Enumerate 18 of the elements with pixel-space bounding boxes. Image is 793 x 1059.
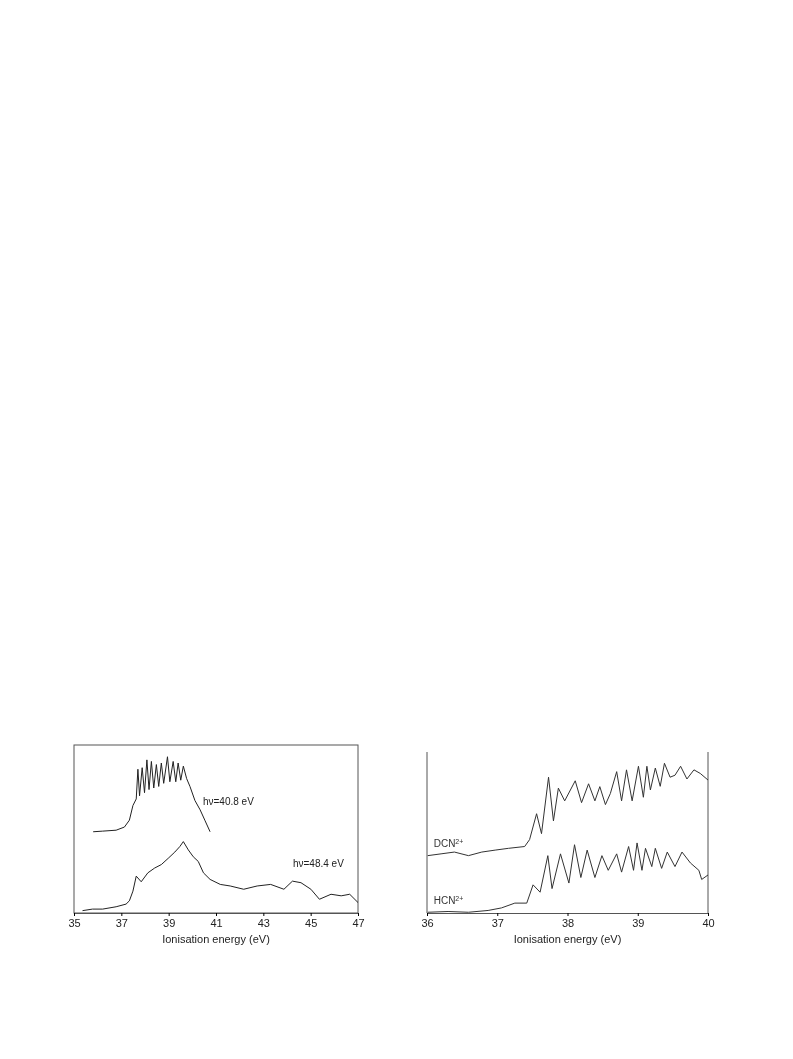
x-axis-title: Ionisation energy (eV): [513, 933, 622, 945]
x-tick-label: 40: [702, 916, 715, 929]
x-axis-title: Ionisation energy (eV): [162, 933, 270, 945]
x-tick-label: 43: [257, 916, 270, 929]
series-label: hν=48.4 eV: [292, 857, 345, 869]
x-tick-label: 37: [115, 916, 128, 929]
x-tick-label: 45: [305, 916, 318, 929]
x-tick-label: 39: [163, 916, 176, 929]
x-tick-label: 37: [491, 916, 504, 929]
x-tick-label: 38: [561, 916, 575, 929]
x-tick-label: 41: [210, 916, 223, 929]
series-label: hν=40.8 eV: [202, 795, 255, 807]
x-tick-label: 39: [632, 916, 645, 929]
series-label: DCN$^{2+}$: [433, 837, 464, 849]
series-label: HCN$^{2+}$: [433, 894, 464, 907]
x-tick-label: 35: [68, 916, 81, 929]
x-tick-label: 36: [421, 916, 434, 929]
x-tick-label: 47: [352, 916, 365, 929]
